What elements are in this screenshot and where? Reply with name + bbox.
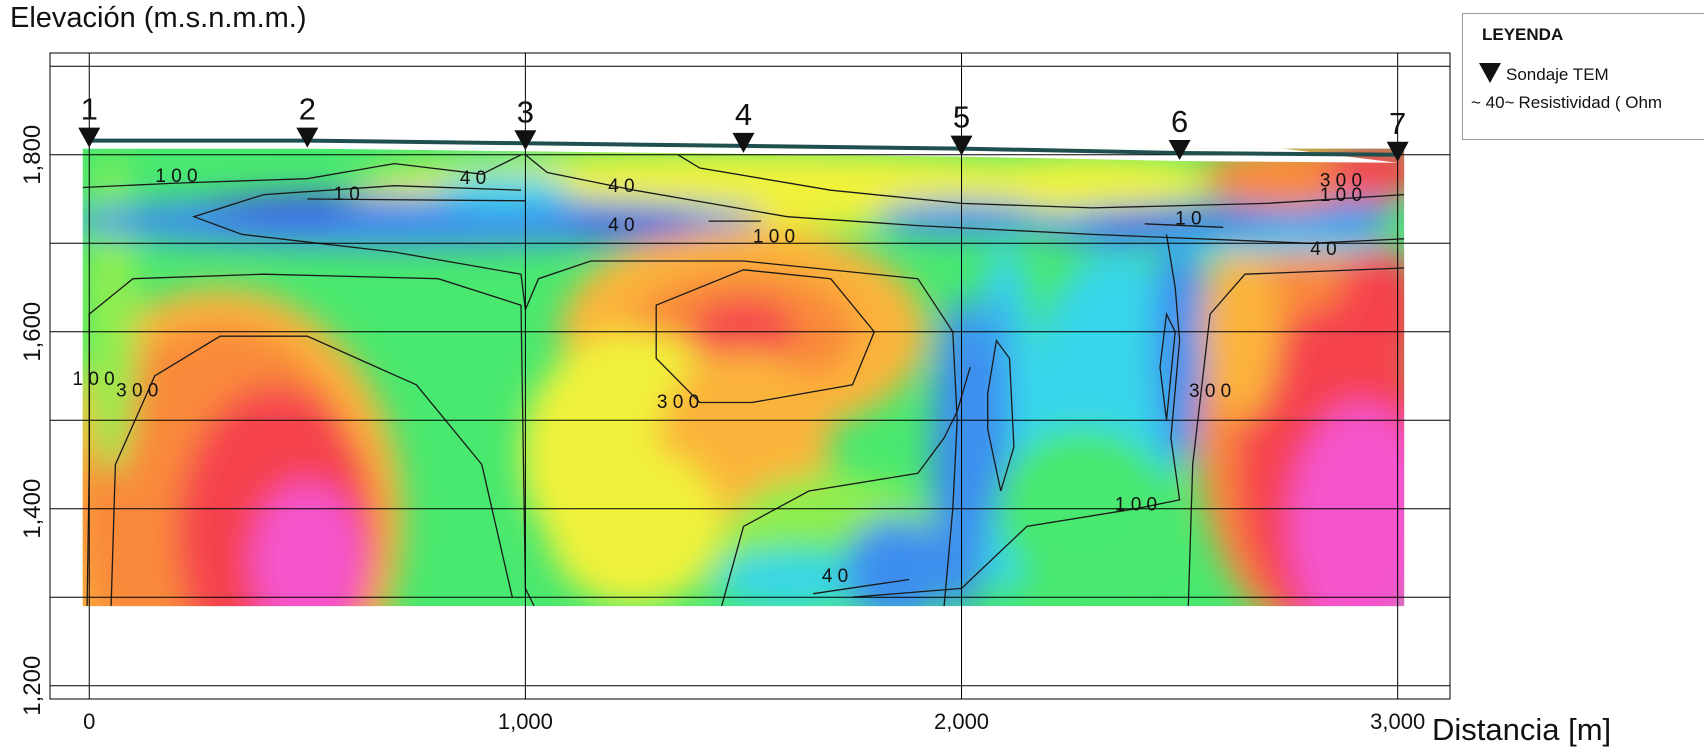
sounding-5-label: 5 — [953, 100, 970, 135]
contour-100-center — [524, 260, 958, 607]
y-tick-label-1,400: 1,400 — [19, 479, 46, 539]
resistivity-blob-13 — [547, 446, 722, 607]
contour-label-15: 4 0 — [822, 566, 848, 587]
contour-label-10: 1 0 0 — [72, 369, 114, 390]
legend-sondaje-label: Sondaje TEM — [1506, 65, 1609, 84]
contour-label-13: 3 0 0 — [1189, 381, 1231, 402]
resistivity-blob-33 — [569, 212, 700, 239]
contour-label-7: 1 0 0 — [1320, 185, 1362, 206]
contour-line-icon: ~ 40~ — [1471, 93, 1515, 112]
x-tick-label-1,000: 1,000 — [498, 709, 553, 734]
resistivity-blob-32 — [329, 200, 766, 237]
contour-label-6: 3 0 0 — [1320, 171, 1362, 192]
contour-label-2: 4 0 — [608, 176, 634, 197]
contour-40-left-lens — [191, 185, 527, 310]
contour-label-5: 1 0 0 — [753, 226, 795, 247]
sounding-3-label: 3 — [517, 94, 534, 129]
legend-item-contour: ~ 40~ Resistividad ( Ohm — [1471, 93, 1662, 113]
resistivity-blob-17 — [843, 517, 949, 607]
contour-40-top — [524, 154, 1405, 244]
sounding-4-marker — [732, 132, 755, 153]
sounding-6-label: 6 — [1171, 104, 1188, 139]
sounding-4-label: 4 — [735, 97, 752, 132]
legend-title: LEYENDA — [1482, 25, 1564, 44]
contour-label-12: 3 0 0 — [657, 392, 699, 413]
contour-label-1: 4 0 — [460, 168, 486, 189]
legend-contour-label: Resistividad ( Ohm — [1518, 93, 1663, 112]
resistivity-blob-1 — [961, 154, 1224, 208]
legend: LEYENDA Sondaje TEM ~ 40~ Resistividad ( … — [1462, 13, 1704, 140]
sounding-triangle-icon — [1479, 63, 1501, 83]
y-axis-title: Elevación (m.s.n.m.m.) — [10, 2, 307, 34]
contour-label-9: 4 0 — [1310, 239, 1336, 260]
resistivity-blob-29 — [84, 154, 138, 474]
contour-10-oval-6 — [1159, 311, 1176, 421]
section-blobs — [82, 148, 1405, 607]
x-tick-label-3,000: 3,000 — [1370, 709, 1425, 734]
contour-10-left — [307, 198, 526, 202]
contour-40-lower-right — [852, 234, 1181, 598]
contour-40-bottom — [721, 367, 971, 607]
contour-label-8: 1 0 — [1175, 209, 1201, 230]
sounding-3-marker — [514, 130, 537, 151]
resistivity-blob-27 — [1336, 243, 1405, 385]
contour-label-3: 1 0 — [333, 184, 359, 205]
resistivity-blob-7 — [250, 482, 365, 607]
x-axis-title: Distancia [m] — [1432, 712, 1612, 747]
sounding-1-label: 1 — [81, 92, 98, 127]
sounding-6-marker — [1168, 139, 1191, 160]
contour-10-right — [1144, 223, 1224, 228]
sounding-1-marker — [78, 127, 101, 148]
sounding-5-marker — [950, 135, 973, 156]
x-tick-label-0: 0 — [83, 709, 95, 734]
legend-item-sondaje: Sondaje TEM — [1479, 63, 1609, 85]
sounding-markers: 1 2 3 4 5 6 7 — [78, 92, 1409, 162]
contour-40-bottom-label-line — [813, 578, 910, 595]
plot-frame — [49, 52, 1451, 700]
contour-300-left-arc — [110, 335, 513, 607]
sounding-7-label: 7 — [1389, 106, 1406, 141]
contour-100-top-left — [82, 154, 522, 189]
contour-300-center-oval — [655, 269, 876, 404]
x-tick-labels: 0 1,000 2,000 3,000 — [83, 709, 1425, 734]
contour-label-11: 3 0 0 — [116, 380, 158, 401]
contour-10-oval-5 — [987, 338, 1015, 492]
sounding-7-marker — [1386, 141, 1409, 162]
sounding-2-marker — [296, 127, 319, 148]
y-tick-label-1,200: 1,200 — [19, 656, 46, 716]
resistivity-blob-36 — [1310, 199, 1398, 226]
y-tick-labels: 1,200 1,400 1,600 1,800 — [19, 125, 46, 716]
contour-label-4: 4 0 — [608, 215, 634, 236]
resistivity-contours — [82, 154, 1405, 607]
contour-label-0: 1 0 0 — [155, 166, 197, 187]
y-tick-label-1,800: 1,800 — [19, 125, 46, 185]
contour-300-right-arc — [1187, 267, 1405, 607]
y-tick-label-1,600: 1,600 — [19, 302, 46, 362]
sounding-2-label: 2 — [299, 92, 316, 127]
resistivity-blob-26 — [1288, 402, 1405, 607]
contour-label-14: 1 0 0 — [1115, 495, 1157, 516]
x-tick-label-2,000: 2,000 — [934, 709, 989, 734]
